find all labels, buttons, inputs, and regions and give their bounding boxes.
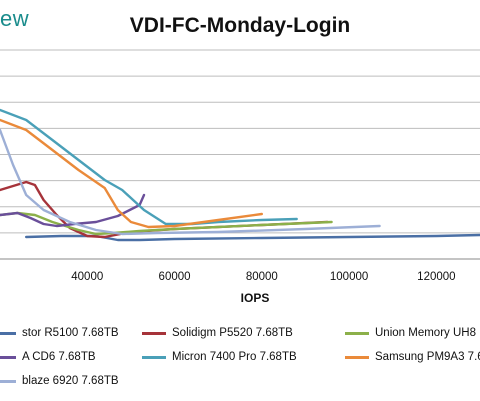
- legend-swatch: [345, 355, 369, 359]
- legend-swatch: [142, 331, 166, 335]
- legend-label: stor R5100 7.68TB: [22, 327, 119, 339]
- legend-swatch: [0, 379, 16, 383]
- chart-title-text: VDI-FC-Monday-Login: [129, 14, 351, 37]
- legend-item: Micron 7400 Pro 7.68TB: [142, 351, 297, 363]
- legend-label: Union Memory UH8: [375, 327, 476, 339]
- legend-label: Micron 7400 Pro 7.68TB: [172, 351, 297, 363]
- legend-swatch: [0, 355, 16, 359]
- legend-swatch: [142, 355, 166, 359]
- x-tick-label: 80000: [246, 271, 278, 283]
- legend-item: Union Memory UH8: [345, 327, 476, 339]
- x-tick-label: 60000: [159, 271, 191, 283]
- x-tick-label: 120000: [417, 271, 455, 283]
- series-line: [0, 128, 381, 236]
- legend-item: Samsung PM9A3 7.6: [345, 351, 480, 363]
- legend-label: Samsung PM9A3 7.6: [375, 351, 480, 363]
- legend-label: blaze 6920 7.68TB: [22, 375, 119, 387]
- series-line: [0, 108, 298, 226]
- legend-swatch: [0, 331, 16, 335]
- x-axis-title: IOPS: [240, 291, 270, 305]
- series-line: [0, 193, 146, 228]
- series-line: [25, 233, 480, 242]
- legend-item: stor R5100 7.68TB: [0, 327, 119, 339]
- legend-item: Solidigm P5520 7.68TB: [142, 327, 293, 339]
- chart-title: VDI-FC-Monday-Login: [0, 14, 480, 38]
- series-line: [0, 211, 333, 236]
- legend-label: A CD6 7.68TB: [22, 351, 96, 363]
- series-line: [0, 118, 263, 229]
- x-tick-label: 40000: [71, 271, 103, 283]
- legend-item: A CD6 7.68TB: [0, 351, 96, 363]
- brand-logo-text: ew: [0, 6, 30, 31]
- x-tick-label: 100000: [330, 271, 368, 283]
- legend-swatch: [345, 331, 369, 335]
- legend-label: Solidigm P5520 7.68TB: [172, 327, 293, 339]
- legend-item: blaze 6920 7.68TB: [0, 375, 119, 387]
